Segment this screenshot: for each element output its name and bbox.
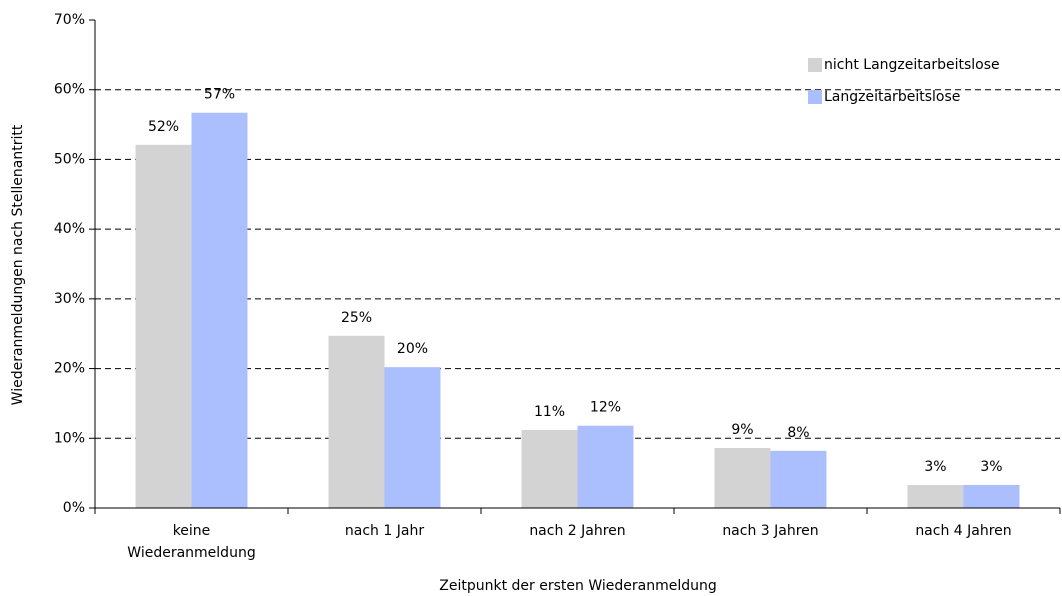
bar [521, 429, 578, 508]
y-tick-label: 0% [63, 500, 85, 516]
bar [963, 484, 1020, 508]
x-tick-label: nach 2 Jahren [529, 523, 626, 539]
bar [714, 448, 771, 508]
legend-swatch [808, 58, 822, 72]
value-label: 8% [787, 425, 809, 441]
value-label: 3% [924, 459, 946, 475]
legend-label: Langzeitarbeitslose [824, 89, 960, 105]
legend-label: nicht Langzeitarbeitslose [824, 57, 1000, 73]
value-label: 20% [397, 341, 428, 357]
y-tick-label: 20% [54, 361, 85, 377]
x-tick-label: nach 3 Jahren [722, 523, 819, 539]
x-tick-label: keine Wiederanmeldung [127, 523, 256, 561]
bar [135, 144, 192, 508]
bar [770, 450, 827, 508]
value-label: 25% [341, 310, 372, 326]
y-tick-label: 70% [54, 12, 85, 28]
y-tick-label: 60% [54, 82, 85, 98]
bar [191, 112, 248, 508]
y-tick-label: 50% [54, 151, 85, 167]
value-label: 9% [731, 422, 753, 438]
value-label: 57% [204, 87, 235, 103]
x-axis-title: Zeitpunkt der ersten Wiederanmeldung [439, 578, 716, 594]
bar [577, 425, 634, 508]
bar [384, 367, 441, 508]
bar [907, 484, 964, 508]
y-tick-label: 10% [54, 430, 85, 446]
bar [328, 335, 385, 508]
value-label: 12% [590, 400, 621, 416]
value-label: 11% [534, 404, 565, 420]
x-tick-label: nach 4 Jahren [915, 523, 1012, 539]
legend-swatch [808, 90, 822, 104]
y-axis-title: Wiederanmeldungen nach Stellenantritt [10, 124, 26, 405]
y-tick-label: 30% [54, 291, 85, 307]
y-tick-label: 40% [54, 221, 85, 237]
x-tick-label: nach 1 Jahr [344, 523, 425, 539]
value-label: 3% [980, 459, 1002, 475]
value-label: 52% [148, 119, 179, 135]
